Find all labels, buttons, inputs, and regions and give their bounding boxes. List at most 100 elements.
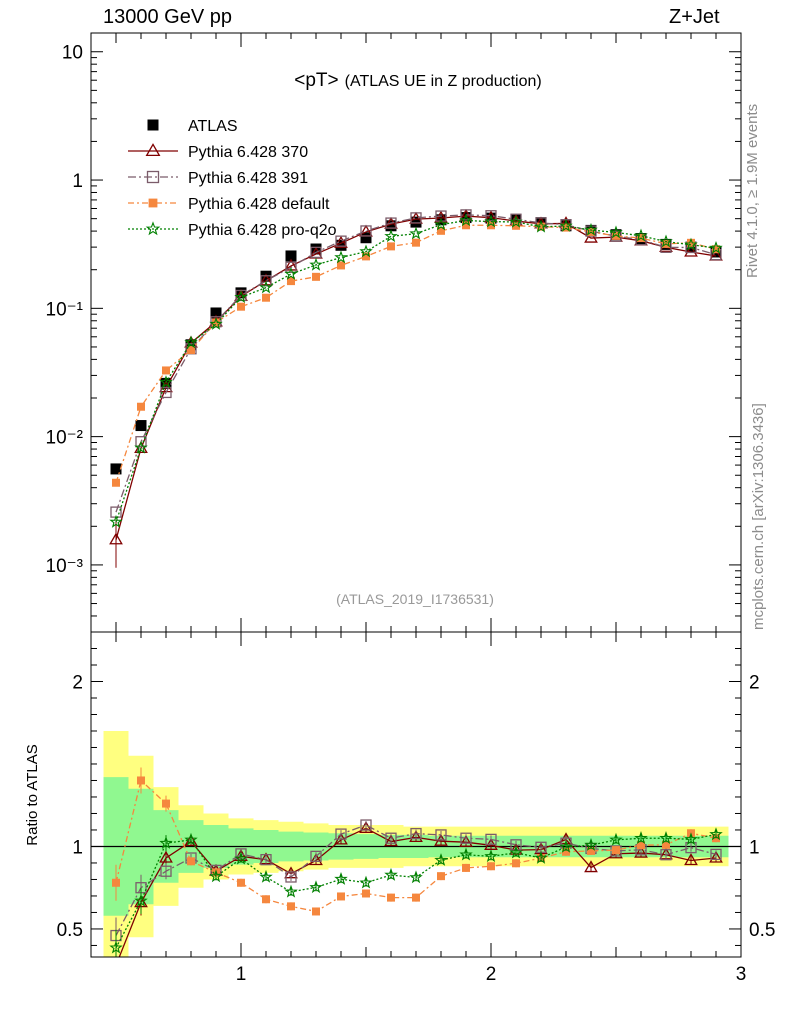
y-tick-label: 1 — [72, 171, 83, 192]
data-point — [335, 235, 347, 247]
data-point-atlas — [460, 212, 472, 224]
data-point — [112, 478, 120, 487]
ratio-point — [260, 854, 272, 866]
legend-marker — [146, 170, 160, 184]
data-point — [609, 225, 623, 239]
data-point — [334, 250, 348, 264]
ratio-point — [312, 907, 320, 916]
ratio-point — [634, 845, 648, 858]
ratio-point — [109, 940, 123, 954]
ratio-point — [710, 848, 722, 861]
ratio-point — [462, 863, 470, 872]
ratio-point — [159, 836, 173, 849]
data-point-atlas — [360, 232, 372, 244]
data-point — [684, 237, 698, 251]
data-point — [360, 225, 372, 237]
ratio-point — [387, 893, 395, 902]
chart-title: <pT> (ATLAS UE in Z production) — [294, 70, 541, 91]
data-point-atlas — [385, 220, 397, 232]
data-point — [410, 212, 422, 224]
ratio-point — [634, 831, 648, 845]
data-point — [284, 266, 298, 280]
ratio-point — [259, 869, 273, 883]
y-tick-label: 10⁻³ — [46, 556, 84, 577]
energy-label: 13000 GeV pp — [103, 6, 232, 28]
chart-titles: <pT> (ATLAS UE in Z production) (ATLAS_201… — [294, 70, 541, 607]
ratio-point — [637, 841, 645, 850]
data-point-atlas — [285, 250, 297, 262]
data-point — [434, 210, 448, 223]
ratio-point — [262, 895, 270, 904]
ratio-point — [587, 846, 595, 855]
ratio-point — [434, 853, 448, 866]
ratio-point — [359, 821, 373, 833]
data-point — [612, 231, 620, 240]
ratio-point — [584, 860, 598, 873]
series-line — [115, 224, 717, 483]
series-atlas — [110, 212, 722, 475]
data-point — [234, 290, 248, 304]
ratio-point — [134, 893, 148, 907]
main-series — [109, 208, 723, 568]
data-point — [487, 221, 495, 230]
ratio-y-tick-label: 2 — [72, 672, 83, 693]
ratio-point — [459, 847, 473, 861]
data-point — [562, 223, 570, 232]
data-point-atlas — [135, 420, 147, 432]
data-point — [709, 240, 723, 254]
y-tick-label: 10 — [62, 43, 83, 64]
ratio-point — [684, 832, 698, 846]
ratio-point — [584, 837, 598, 851]
ratio-point — [285, 871, 297, 883]
data-point — [409, 226, 423, 240]
y-tick-label: 10⁻¹ — [46, 299, 84, 320]
ratio-point — [335, 828, 347, 840]
x-tick-label: 1 — [236, 964, 247, 985]
data-point — [362, 252, 370, 261]
legend-item: Pythia 6.428 default — [128, 196, 330, 213]
data-point — [162, 366, 170, 375]
data-point — [184, 335, 198, 349]
ratio-point — [137, 776, 145, 785]
ratio-point — [309, 853, 323, 866]
series-line — [115, 215, 717, 540]
ratio-point — [110, 959, 122, 969]
ratio-point — [459, 834, 473, 847]
main-panel: 10 1 10⁻¹ 10⁻² 10⁻³ — [46, 32, 742, 957]
ratio-point — [659, 831, 673, 845]
y-tick-label: 10⁻² — [46, 428, 84, 449]
data-point — [212, 318, 220, 327]
ratio-point — [209, 869, 223, 883]
ratio-point — [360, 819, 372, 831]
ratio-point — [310, 850, 322, 863]
data-point — [412, 238, 420, 247]
data-point-atlas — [110, 463, 122, 475]
ratio-point — [562, 847, 570, 856]
ratio-point — [184, 832, 198, 846]
ratio-point — [159, 850, 173, 863]
data-point — [559, 218, 573, 232]
series-pythia-6-428-370 — [109, 208, 723, 568]
data-point — [584, 222, 598, 236]
analysis-id-label: (ATLAS_2019_I1736531) — [336, 591, 494, 607]
series-line — [115, 214, 717, 513]
ratio-y-tick-label-right: 2 — [749, 672, 760, 693]
data-point — [260, 275, 272, 287]
data-point — [634, 228, 648, 242]
data-point — [435, 210, 447, 222]
ratio-panel: 1 2 3 0.5 0.5 1 1 2 2 Ratio to ATLAS — [24, 631, 775, 985]
ratio-point — [334, 871, 348, 885]
data-point — [459, 213, 473, 227]
ratio-point — [435, 829, 447, 841]
data-point-atlas — [410, 216, 422, 228]
ratio-point — [410, 827, 422, 840]
legend-label: Pythia 6.428 pro-q2o — [188, 222, 337, 239]
data-point — [659, 234, 673, 248]
ratio-point — [709, 850, 723, 863]
legend-label: Pythia 6.428 370 — [188, 144, 308, 161]
data-point — [359, 244, 373, 258]
data-point — [337, 261, 345, 270]
ratio-point — [234, 851, 248, 865]
data-point — [384, 229, 398, 243]
